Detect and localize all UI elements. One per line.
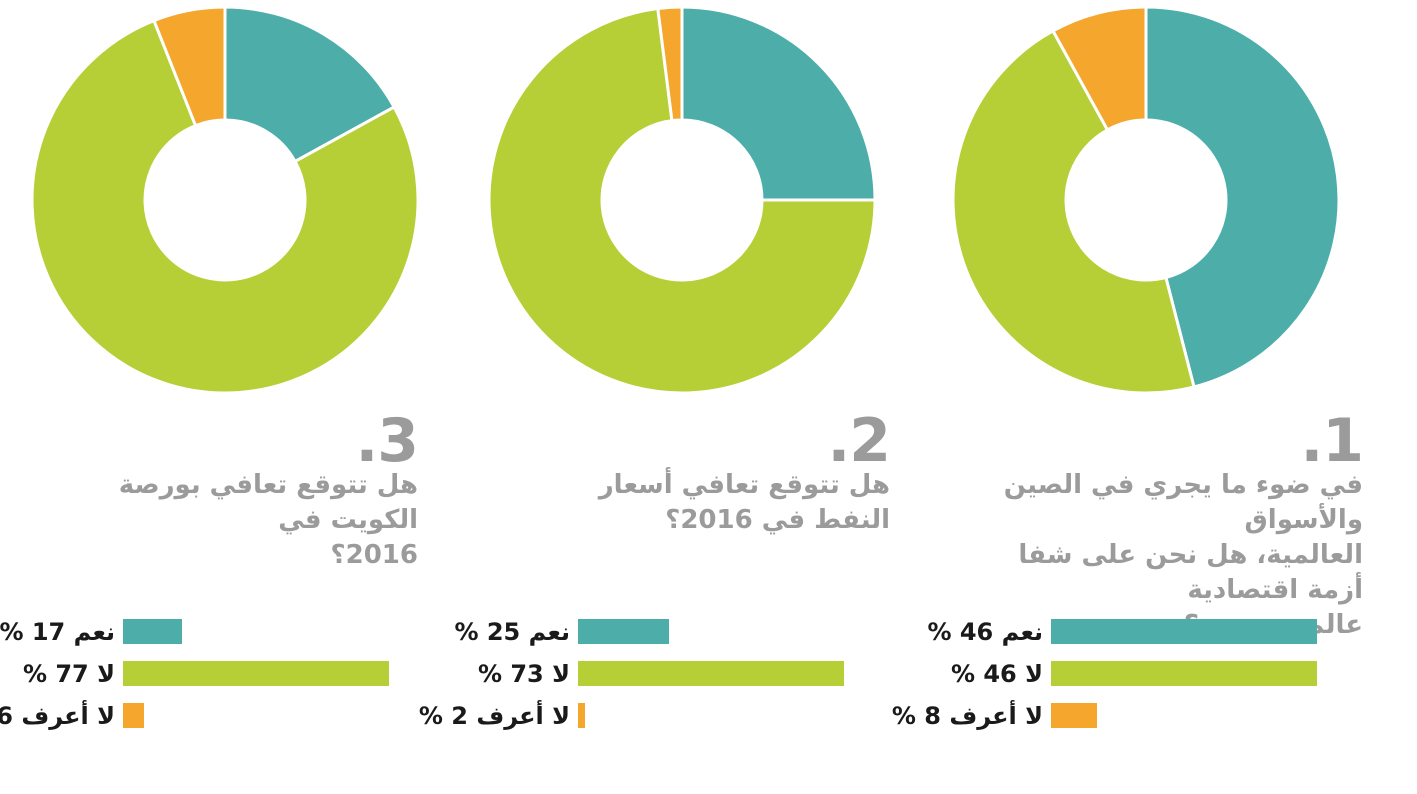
legend-row-dont_know: لا أعرف 6 %	[0, 702, 472, 730]
legend-label-no: لا 77 %	[22, 660, 115, 688]
question-line: هل تتوقع تعافي بورصة الكويت في	[118, 470, 418, 535]
legend-bar-dont_know	[1051, 703, 1097, 728]
legend-bar-no	[1051, 661, 1317, 686]
survey-panel-2: .2 هل تتوقع تعافي أسعار النفط في 2016؟ ن…	[419, 0, 944, 794]
donut-slice-no	[30, 19, 420, 395]
donut-slice-dont_know	[1051, 5, 1148, 132]
donut-slice-yes	[680, 5, 877, 202]
legend-bar-yes	[578, 619, 669, 644]
legend-row-dont_know: لا أعرف 2 %	[419, 703, 944, 729]
legend-row-no: لا 46 %	[945, 660, 1417, 688]
donut-slice-no	[951, 29, 1196, 395]
question-block-3: .3 هل تتوقع تعافي بورصة الكويت في 2016؟	[48, 406, 419, 573]
question-line: 2016؟	[330, 540, 418, 570]
donut-svg	[951, 5, 1341, 395]
legend-label-dont_know: لا أعرف 2 %	[418, 702, 570, 730]
legend-row-no: لا 77 %	[0, 660, 472, 688]
legend-label-yes: نعم 46 %	[927, 618, 1043, 646]
question-number: .2	[827, 406, 891, 476]
legend-row-no: لا 73 %	[472, 660, 944, 688]
legend-bar-dont_know	[123, 703, 144, 728]
legend-label-yes: نعم 25 %	[454, 618, 570, 646]
donut-slice-no	[487, 7, 877, 395]
donut-chart-3	[30, 5, 420, 395]
donut-slice-dont_know	[656, 5, 684, 123]
donut-slice-yes	[223, 5, 396, 163]
legend-bar-no	[578, 661, 844, 686]
question-block-2: .2 هل تتوقع تعافي أسعار النفط في 2016؟	[520, 406, 891, 538]
legend-row-dont_know: لا أعرف 8 %	[892, 703, 1417, 729]
legend-bar-yes	[123, 619, 182, 644]
legend-label-no: لا 46 %	[950, 660, 1043, 688]
donut-slice-yes	[1144, 5, 1341, 389]
legend-label-dont_know: لا أعرف 8 %	[891, 702, 1043, 730]
donut-svg	[487, 5, 877, 395]
survey-panel-1: .1 في ضوء ما يجري في الصين والأسواق العال…	[892, 0, 1417, 794]
legend-bar-no	[123, 661, 389, 686]
question-text: هل تتوقع تعافي أسعار النفط في 2016؟	[520, 468, 890, 538]
question-line: العالمية، هل نحن على شفا أزمة اقتصادية	[1018, 540, 1363, 605]
question-block-1: .1 في ضوء ما يجري في الصين والأسواق العال…	[993, 406, 1364, 643]
donut-svg	[30, 5, 420, 395]
donut-chart-1	[951, 5, 1341, 395]
legend-label-dont_know: لا أعرف 6 %	[0, 702, 115, 730]
survey-panel-3: .3 هل تتوقع تعافي بورصة الكويت في 2016؟ ن…	[0, 0, 472, 794]
legend-label-yes: نعم 17 %	[0, 618, 115, 646]
answers-legend-1: نعم 46 % لا 46 % لا أعرف 8 %	[892, 619, 1417, 769]
question-line: في ضوء ما يجري في الصين والأسواق	[1003, 470, 1363, 535]
legend-row-yes: نعم 46 %	[927, 619, 1417, 645]
answers-legend-3: نعم 17 % لا 77 % لا أعرف 6 %	[0, 619, 472, 769]
legend-label-no: لا 73 %	[477, 660, 570, 688]
donut-slice-dont_know	[152, 5, 227, 128]
question-text: هل تتوقع تعافي بورصة الكويت في 2016؟	[48, 468, 418, 573]
legend-bar-yes	[1051, 619, 1317, 644]
answers-legend-2: نعم 25 % لا 73 % لا أعرف 2 %	[419, 619, 944, 769]
question-number: .1	[1300, 406, 1364, 476]
donut-chart-2	[487, 5, 877, 395]
legend-row-yes: نعم 17 %	[0, 618, 472, 646]
question-text: في ضوء ما يجري في الصين والأسواق العالمية…	[993, 468, 1363, 643]
legend-bar-dont_know	[578, 703, 585, 728]
legend-row-yes: نعم 25 %	[454, 619, 944, 645]
question-line: هل تتوقع تعافي أسعار النفط في 2016؟	[598, 470, 890, 535]
question-number: .3	[355, 406, 419, 476]
